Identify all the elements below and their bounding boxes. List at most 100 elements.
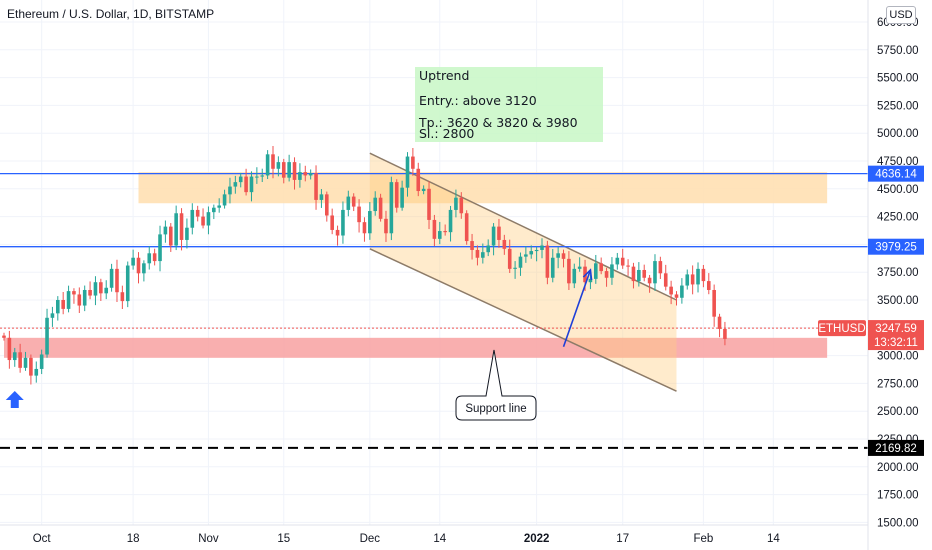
candle-body [475,249,480,258]
candle-body [604,271,609,278]
candle-body [115,268,119,293]
channel-upper-line [369,152,677,301]
candle [260,168,265,183]
candle [507,239,512,273]
candle-body [325,194,329,216]
candle [443,224,447,236]
candle [18,343,22,373]
candle [561,249,566,268]
candle-body [228,186,232,195]
candle [131,249,135,270]
candle [658,256,663,279]
candle [136,252,141,284]
candle-body [518,256,523,268]
candle-body [244,176,248,193]
candle [491,223,496,256]
candle [7,330,12,369]
candle-body [464,213,469,242]
candle [66,285,71,313]
candle-body [142,263,146,274]
candle [669,280,673,305]
level-tag: 2169.82 [868,439,924,456]
candle-body [411,156,415,169]
candle [152,248,157,266]
candle [238,172,243,188]
candle-body [594,263,598,279]
candle [599,257,603,275]
candle [346,190,351,217]
candle [325,191,329,222]
candle [190,203,195,235]
candle-body [39,354,44,369]
candle [351,193,356,212]
candle-body [690,274,695,285]
candle-body [448,209,453,233]
candle [93,276,98,306]
candle-body [72,291,76,295]
candle-body [335,229,340,236]
y-tick-label: 3750.00 [877,267,919,279]
level-tag-label: 2169.82 [875,443,917,455]
candle [23,351,28,371]
candle-body [394,182,399,208]
candle-body [185,227,189,240]
support-zone [4,337,828,358]
projection-arrow-head [582,268,593,281]
candle-body [201,216,205,226]
candle [287,154,291,182]
candle-body [168,226,173,246]
support-line-callout: Support line [455,349,537,421]
candle-body [303,172,308,176]
candle-body [217,205,221,208]
note-line: Tp.: 3620 & 3820 & 3980 [418,115,578,130]
x-tick-label: 15 [277,533,290,545]
candle [421,185,426,195]
candle-body [34,368,39,376]
x-tick-label: Nov [198,533,219,545]
candle-body [233,182,238,187]
callout-bubble [455,349,537,421]
candle-body [152,253,157,262]
y-tick-label: 2000.00 [877,462,919,474]
candle-body [206,212,211,226]
candle [265,150,270,180]
trade-note-box: Uptrend Entry.: above 3120 Tp.: 3620 & 382… [415,67,603,142]
candle [249,171,254,202]
candle [545,240,550,285]
candle [394,179,399,213]
countdown-label: 13:32:11 [874,337,918,349]
callout: Support line [455,349,537,421]
candle [706,273,711,295]
candle-body [82,289,87,306]
current-price-label: 3247.59 [875,323,917,335]
symbol-badge [818,320,866,337]
candle [217,198,221,213]
candle-body [599,263,603,272]
candle-body [373,197,378,212]
candle [233,175,238,194]
level-tag-label: 4636.14 [875,169,917,181]
x-tick-label: 17 [616,533,629,545]
y-tick-label: 4750.00 [877,156,919,168]
candle [723,321,727,346]
candle [142,260,146,282]
candle [244,168,248,196]
candle-body [550,257,555,278]
candle [298,163,302,188]
price-tag-bg [868,320,924,351]
candle [454,189,458,218]
candle [701,264,706,288]
candle-body [158,234,162,262]
candle [341,201,345,244]
note-line: Entry.: above 3120 [419,93,537,108]
currency-selector[interactable]: USD [886,6,916,24]
candle-body [260,175,265,177]
candle [405,152,410,197]
candle [448,205,453,242]
price-axis: 6000.005750.005500.005250.005000.004750.… [867,0,919,550]
candle [594,254,598,284]
candle-body [222,194,227,206]
candle-body [276,162,281,169]
descending-channel [369,152,677,392]
